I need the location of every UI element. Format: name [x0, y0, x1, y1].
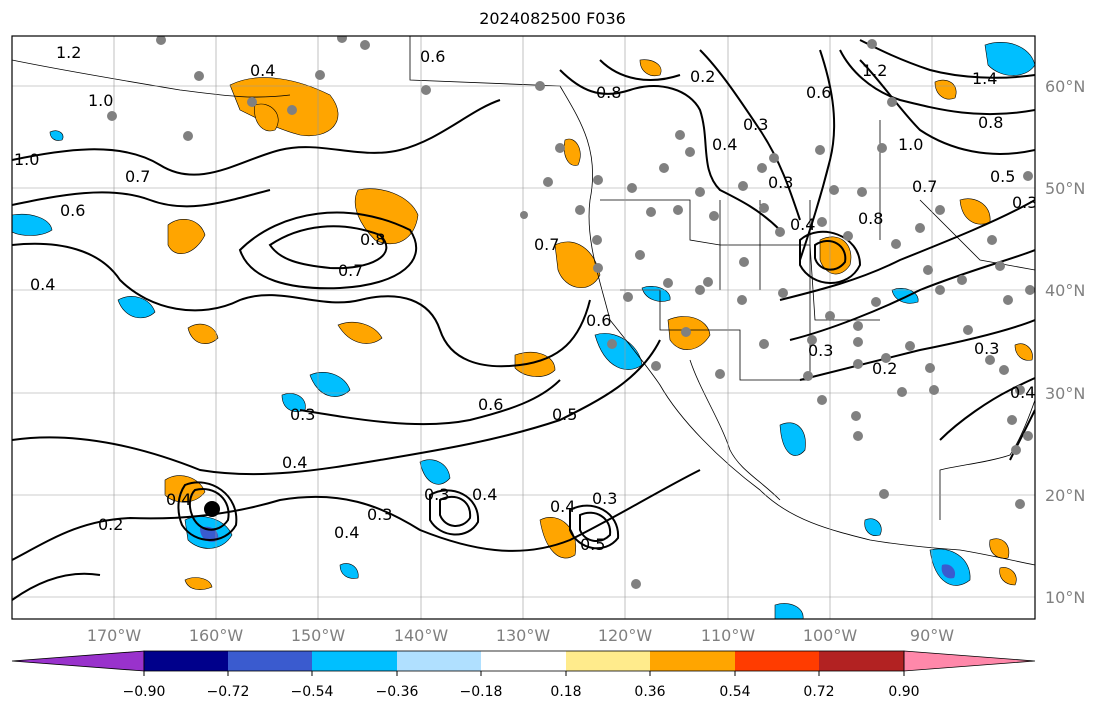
colorbar-swatch [735, 651, 819, 671]
map-frame [11, 35, 1036, 620]
coastlines [12, 36, 1035, 566]
contour-label: 0.8 [978, 113, 1003, 132]
contour-label: 0.7 [125, 167, 150, 186]
lon-label: 120°W [597, 626, 653, 645]
colorbar-swatch [903, 650, 1036, 672]
colorbar-tick-label: 0.36 [634, 684, 666, 700]
colorbar-tick-label: 0.90 [888, 684, 920, 700]
anomaly-shading [12, 42, 1035, 619]
map-area: 1.2 0.6 0.4 1.0 1.0 0.7 0.6 0.4 0.8 0.7 … [12, 36, 1037, 619]
contour-label: 0.7 [534, 235, 559, 254]
contour-label: 0.6 [586, 311, 611, 330]
contour-label: 0.3 [367, 505, 392, 524]
colorbar-swatch [650, 651, 735, 671]
contour-label: 0.4 [472, 485, 497, 504]
lat-label: 10°N [1045, 588, 1086, 607]
colorbar-tick-label: −0.72 [206, 684, 250, 700]
lon-label: 100°W [802, 626, 858, 645]
contour-label: 0.4 [30, 275, 55, 294]
tropical-cyclone-center-icon [204, 501, 220, 517]
contour-label: 0.5 [552, 405, 577, 424]
contour-label: 0.2 [98, 515, 123, 534]
colorbar-swatch [397, 651, 481, 671]
colorbar-tick-label: −0.90 [122, 684, 166, 700]
colorbar-swatch [819, 651, 904, 671]
contour-label: 0.4 [550, 497, 575, 516]
contour-label: 0.8 [858, 209, 883, 228]
colorbar-swatch [312, 651, 397, 671]
lat-label: 60°N [1045, 77, 1086, 96]
station-dots [107, 36, 1035, 589]
colorbar-tick-label: 0.18 [550, 684, 582, 700]
contour-label: 0.6 [806, 83, 831, 102]
colorbar-swatch [228, 651, 312, 671]
contour-label: 0.3 [1012, 193, 1037, 212]
contour-label: 1.0 [14, 150, 39, 169]
contour-label: 0.3 [743, 115, 768, 134]
contour-label: 0.6 [420, 47, 445, 66]
lon-label: 110°W [700, 626, 756, 645]
lon-label: 170°W [86, 626, 142, 645]
contour-label: 0.3 [290, 405, 315, 424]
contour-label: 0.4 [166, 490, 191, 509]
contour-label: 0.8 [360, 230, 385, 249]
contour-label: 0.6 [60, 201, 85, 220]
contour-label: 0.7 [912, 177, 937, 196]
contour-label: 0.4 [250, 61, 275, 80]
contour-label: 0.8 [596, 83, 621, 102]
lon-label: 160°W [188, 626, 244, 645]
colorbar-swatch [11, 650, 145, 672]
colorbar-tick-label: 0.72 [803, 684, 835, 700]
contour-label: 1.4 [972, 69, 997, 88]
contour-label: 0.4 [1010, 383, 1035, 402]
contour-label: 0.4 [282, 453, 307, 472]
colorbar-tick-label: 0.54 [719, 684, 751, 700]
graticule [12, 36, 1035, 619]
colorbar-tick-label: −0.18 [459, 684, 503, 700]
contour-label: 1.2 [862, 61, 887, 80]
contour-label: 1.2 [56, 43, 81, 62]
contour-label: 0.2 [690, 67, 715, 86]
lon-label: 140°W [393, 626, 449, 645]
colorbar-tick-label: −0.36 [375, 684, 419, 700]
map-title: 2024082500 F036 [479, 9, 626, 28]
contour-label: 0.6 [478, 395, 503, 414]
contour-label: 0.5 [990, 167, 1015, 186]
contour-label: 0.5 [580, 535, 605, 554]
lat-label: 20°N [1045, 486, 1086, 505]
colorbar-swatch [481, 651, 566, 671]
contour-label: 1.0 [898, 135, 923, 154]
contour-lines [12, 39, 1035, 601]
contour-label: 0.3 [592, 489, 617, 508]
colorbar-swatch [566, 651, 650, 671]
lon-label: 130°W [495, 626, 551, 645]
contour-label: 0.4 [790, 215, 815, 234]
lat-label: 50°N [1045, 179, 1086, 198]
contour-label: 0.4 [334, 523, 359, 542]
contour-label: 0.3 [768, 173, 793, 192]
contour-label: 0.7 [338, 261, 363, 280]
lat-label: 40°N [1045, 281, 1086, 300]
contour-label: 0.4 [712, 135, 737, 154]
contour-label: 0.3 [808, 341, 833, 360]
lon-label: 150°W [290, 626, 346, 645]
colorbar-tick-label: −0.54 [290, 684, 334, 700]
contour-label: 1.0 [88, 91, 113, 110]
lon-label: 90°W [909, 626, 955, 645]
contour-label-group: 1.2 0.6 0.4 1.0 1.0 0.7 0.6 0.4 0.8 0.7 … [14, 43, 1037, 554]
contour-label: 0.3 [974, 339, 999, 358]
colorbar-swatch [144, 651, 228, 671]
contour-label: 0.2 [872, 359, 897, 378]
colorbar [11, 650, 1036, 676]
lat-label: 30°N [1045, 384, 1086, 403]
contour-label: 0.3 [424, 485, 449, 504]
